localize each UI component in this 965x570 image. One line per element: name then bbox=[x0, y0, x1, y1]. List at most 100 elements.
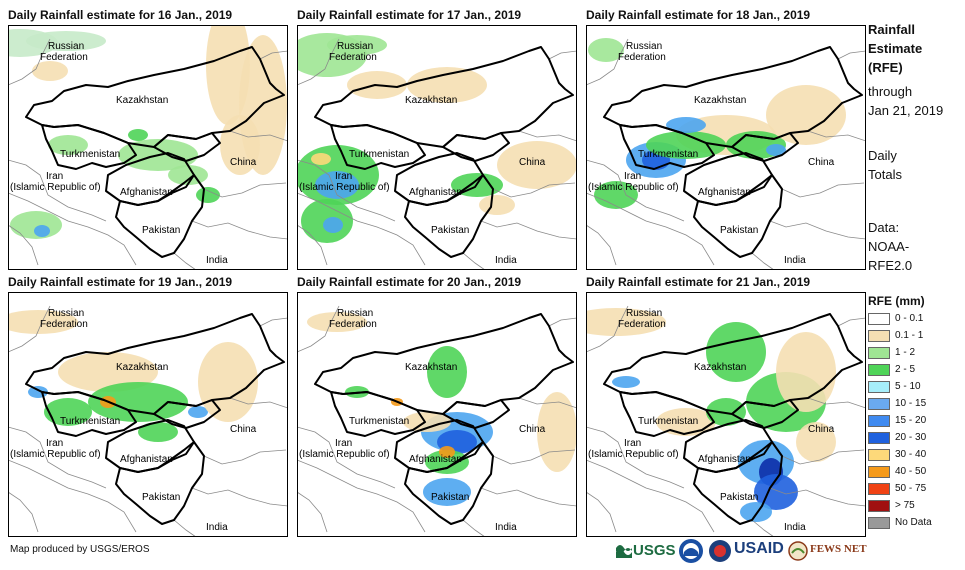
rainfall-area bbox=[427, 346, 467, 398]
legend-swatch bbox=[868, 499, 890, 512]
sidebar-totals-line1: Daily bbox=[868, 148, 897, 163]
legend-label: 50 - 75 bbox=[895, 483, 927, 494]
noaa-logo bbox=[678, 536, 706, 566]
legend-label: 20 - 30 bbox=[895, 432, 927, 443]
rainfall-area bbox=[586, 308, 666, 336]
sidebar-through-label: through bbox=[868, 84, 913, 99]
map-frame bbox=[586, 292, 866, 537]
secondary-border bbox=[480, 220, 577, 240]
country-label: India bbox=[784, 522, 806, 533]
secondary-border bbox=[203, 449, 287, 465]
country-label: India bbox=[206, 255, 228, 266]
country-label: (Islamic Republic of) bbox=[10, 449, 101, 460]
secondary-border bbox=[8, 224, 39, 266]
secondary-border bbox=[586, 224, 617, 266]
map-panel: Daily Rainfall estimate for 16 Jan., 201… bbox=[8, 5, 288, 270]
panel-title: Daily Rainfall estimate for 20 Jan., 201… bbox=[297, 275, 522, 289]
country-border bbox=[731, 399, 799, 429]
country-label: Iran bbox=[624, 171, 641, 182]
map-panel: Daily Rainfall estimate for 21 Jan., 201… bbox=[586, 272, 866, 537]
country-border bbox=[619, 391, 715, 437]
secondary-border bbox=[751, 252, 775, 270]
country-label: India bbox=[495, 255, 517, 266]
secondary-border bbox=[492, 449, 576, 465]
secondary-border bbox=[8, 491, 39, 533]
secondary-border bbox=[229, 397, 288, 409]
secondary-border bbox=[8, 38, 51, 86]
country-label: (Islamic Republic of) bbox=[299, 182, 390, 193]
country-label: Russian bbox=[626, 308, 662, 319]
rainfall-area bbox=[168, 165, 208, 185]
sidebar-title-line2: Estimate bbox=[868, 41, 923, 56]
sidebar-through-date: Jan 21, 2019 bbox=[868, 103, 944, 118]
secondary-border bbox=[781, 449, 865, 465]
country-border bbox=[693, 441, 783, 525]
country-label: Kazakhstan bbox=[116, 95, 168, 106]
country-label: Kazakhstan bbox=[694, 362, 746, 373]
sidebar-totals-line2: Totals bbox=[868, 167, 902, 182]
country-label: Russian bbox=[337, 308, 373, 319]
country-label: Iran bbox=[335, 171, 352, 182]
country-label: Turkmenistan bbox=[60, 149, 120, 160]
country-label: Afghanistan bbox=[698, 454, 751, 465]
rainfall-area bbox=[612, 376, 640, 388]
usaid-logo: USAID bbox=[734, 536, 790, 566]
legend-label: > 75 bbox=[895, 500, 915, 511]
secondary-border bbox=[297, 305, 340, 353]
legend-label: 30 - 40 bbox=[895, 449, 927, 460]
country-label: Federation bbox=[329, 52, 377, 63]
secondary-border bbox=[807, 130, 866, 142]
legend-swatch bbox=[868, 448, 890, 461]
country-label: Russian bbox=[48, 308, 84, 319]
rainfall-area bbox=[594, 181, 638, 209]
map-panel: Daily Rainfall estimate for 19 Jan., 201… bbox=[8, 272, 288, 537]
country-border bbox=[442, 399, 510, 429]
secondary-border bbox=[548, 317, 577, 327]
legend-item: 30 - 40 bbox=[868, 446, 964, 463]
secondary-border bbox=[586, 426, 685, 489]
secondary-border bbox=[462, 519, 486, 537]
secondary-border bbox=[259, 50, 288, 60]
panel-title: Daily Rainfall estimate for 18 Jan., 201… bbox=[586, 8, 811, 22]
rainfall-area bbox=[497, 141, 577, 189]
country-border bbox=[330, 124, 426, 170]
secondary-border bbox=[297, 491, 328, 533]
secondary-border bbox=[837, 50, 866, 60]
legend-item: No Data bbox=[868, 514, 964, 531]
legend-item: 0 - 0.1 bbox=[868, 310, 964, 327]
secondary-border bbox=[297, 38, 340, 86]
secondary-border bbox=[8, 192, 137, 266]
usaid-seal-icon bbox=[709, 540, 731, 562]
secondary-border bbox=[191, 220, 288, 240]
legend-item: 20 - 30 bbox=[868, 429, 964, 446]
country-label: Afghanistan bbox=[409, 187, 462, 198]
country-label: (Islamic Republic of) bbox=[588, 182, 679, 193]
secondary-border bbox=[191, 487, 288, 507]
secondary-border bbox=[807, 397, 866, 409]
rainfall-area bbox=[26, 31, 106, 51]
rainfall-area bbox=[198, 342, 258, 422]
legend-item: 15 - 20 bbox=[868, 412, 964, 429]
country-label: Turkmenistan bbox=[638, 416, 698, 427]
rainfall-area bbox=[327, 35, 387, 55]
country-label: Turkmenistan bbox=[349, 416, 409, 427]
rainfall-area bbox=[34, 225, 50, 237]
secondary-border bbox=[518, 130, 577, 142]
legend-label: 5 - 10 bbox=[895, 381, 921, 392]
country-label: India bbox=[495, 522, 517, 533]
country-label: Federation bbox=[40, 319, 88, 330]
map-frame bbox=[586, 25, 866, 270]
legend-label: 2 - 5 bbox=[895, 364, 916, 375]
legend-label: No Data bbox=[895, 517, 932, 528]
secondary-border bbox=[769, 220, 866, 240]
country-border bbox=[442, 132, 510, 162]
rainfall-area bbox=[740, 502, 772, 522]
secondary-border bbox=[769, 487, 866, 507]
map-frame bbox=[8, 292, 288, 537]
legend-swatch bbox=[868, 431, 890, 444]
sidebar-source-line1: NOAA- bbox=[868, 239, 910, 254]
legend-label: 0.1 - 1 bbox=[895, 330, 924, 341]
usaid-logo-text: USAID bbox=[734, 540, 784, 557]
